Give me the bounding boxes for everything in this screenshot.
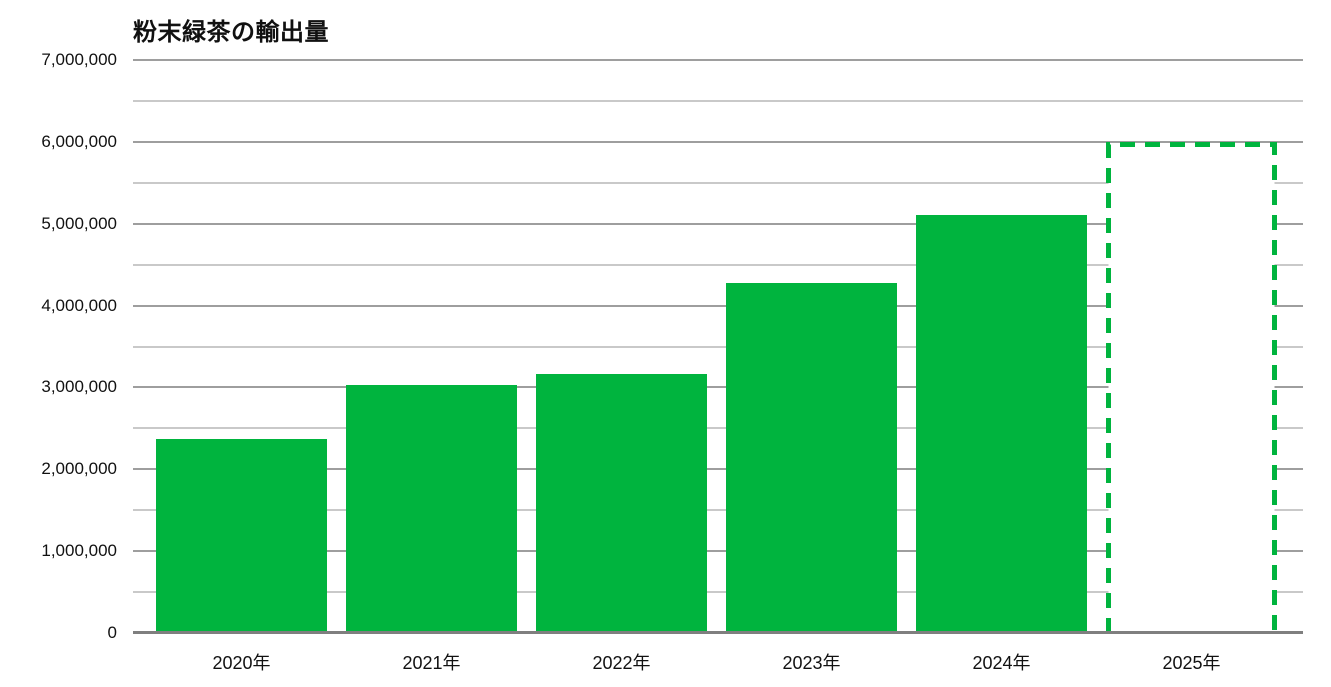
major-gridline xyxy=(133,140,1303,143)
x-tick-label: 2025年 xyxy=(1162,653,1221,673)
y-tick-label: 4,000,000 xyxy=(41,295,117,315)
x-tick-label: 2022年 xyxy=(592,653,651,673)
minor-gridline xyxy=(133,591,1303,594)
y-tick-label: 7,000,000 xyxy=(41,50,117,69)
y-tick-label: 6,000,000 xyxy=(41,131,117,151)
y-tick-label: 2,000,000 xyxy=(41,459,117,479)
plot-area xyxy=(133,59,1303,634)
x-tick-label: 2021年 xyxy=(402,653,461,673)
minor-gridline xyxy=(133,427,1303,430)
bar-2020年 xyxy=(156,439,327,633)
major-gridline xyxy=(133,386,1303,389)
minor-gridline xyxy=(133,181,1303,184)
bar-2021年 xyxy=(346,385,517,633)
y-tick-label: 5,000,000 xyxy=(41,213,117,233)
bar-2022年 xyxy=(536,374,707,633)
minor-gridline xyxy=(133,99,1303,102)
projected-bar-2025年 xyxy=(1106,142,1277,633)
minor-gridline xyxy=(133,509,1303,512)
chart-title: 粉末緑茶の輸出量 xyxy=(133,19,329,46)
y-tick-label: 0 xyxy=(107,623,117,642)
major-gridline xyxy=(133,304,1303,307)
major-gridline xyxy=(133,59,1303,61)
x-tick-label: 2023年 xyxy=(782,653,841,673)
bar-2023年 xyxy=(726,283,897,633)
major-gridline xyxy=(133,468,1303,471)
minor-gridline xyxy=(133,263,1303,266)
y-tick-label: 3,000,000 xyxy=(41,377,117,397)
major-gridline xyxy=(133,550,1303,553)
x-tick-label: 2020年 xyxy=(212,653,271,673)
major-gridline xyxy=(133,222,1303,225)
x-tick-label: 2024年 xyxy=(972,653,1031,673)
bar-2024年 xyxy=(916,215,1087,633)
x-axis-line xyxy=(133,631,1303,634)
y-tick-label: 1,000,000 xyxy=(41,541,117,561)
minor-gridline xyxy=(133,345,1303,348)
